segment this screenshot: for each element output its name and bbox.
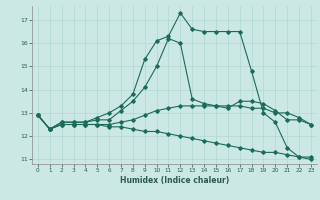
X-axis label: Humidex (Indice chaleur): Humidex (Indice chaleur): [120, 176, 229, 185]
